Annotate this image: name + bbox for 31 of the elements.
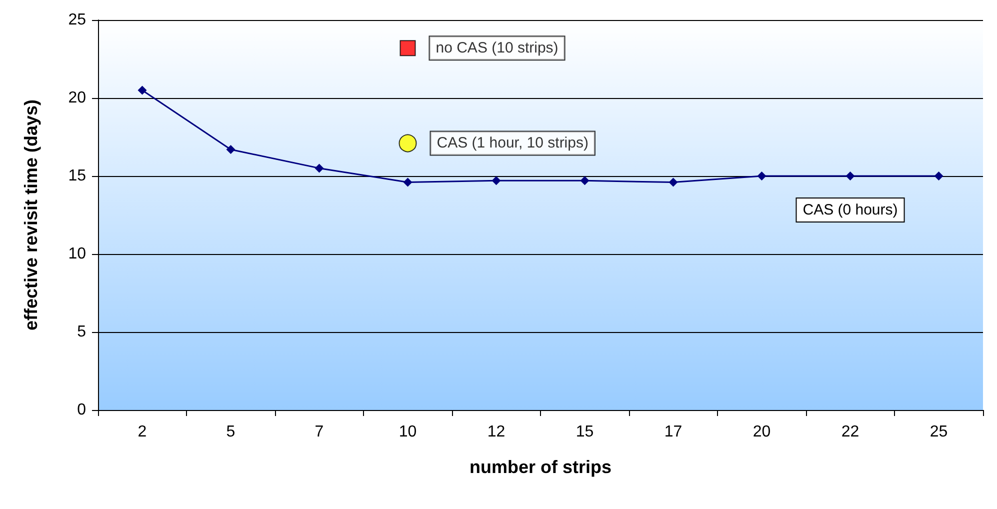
x-tick-label: 12 bbox=[487, 424, 506, 440]
x-tick-label: 22 bbox=[841, 424, 860, 440]
y-tick-label: 10 bbox=[68, 246, 86, 262]
y-axis-title: effective revisit time (days) bbox=[21, 99, 41, 331]
y-tick-label: 15 bbox=[68, 168, 86, 184]
x-tick-label: 15 bbox=[576, 424, 594, 440]
series-label: CAS (1 hour, 10 strips) bbox=[436, 134, 588, 152]
x-tick-label: 25 bbox=[930, 424, 948, 440]
point bbox=[314, 164, 324, 173]
y-tick-label: 20 bbox=[68, 90, 86, 106]
point bbox=[492, 176, 501, 186]
y-tick-label: 25 bbox=[68, 12, 86, 28]
x-tick-label: 17 bbox=[664, 424, 682, 440]
y-tick-label: 0 bbox=[77, 402, 86, 418]
point bbox=[934, 172, 944, 180]
x-tick-label: 10 bbox=[398, 424, 417, 440]
x-axis-title: number of strips bbox=[469, 457, 612, 477]
point bbox=[846, 172, 855, 180]
x-tick-label: 7 bbox=[314, 424, 324, 440]
point bbox=[138, 86, 147, 95]
x-tick-label: 20 bbox=[752, 424, 771, 440]
series-label: CAS (0 hours) bbox=[802, 202, 898, 218]
x-tick-label: 5 bbox=[226, 424, 236, 440]
series-label: no CAS (10 strips) bbox=[436, 40, 558, 57]
point bbox=[403, 178, 412, 187]
point bbox=[226, 144, 236, 154]
point bbox=[668, 178, 678, 187]
point bbox=[580, 176, 590, 186]
x-tick-label: 2 bbox=[138, 424, 147, 440]
y-tick-label: 5 bbox=[77, 324, 86, 340]
point bbox=[757, 172, 766, 180]
